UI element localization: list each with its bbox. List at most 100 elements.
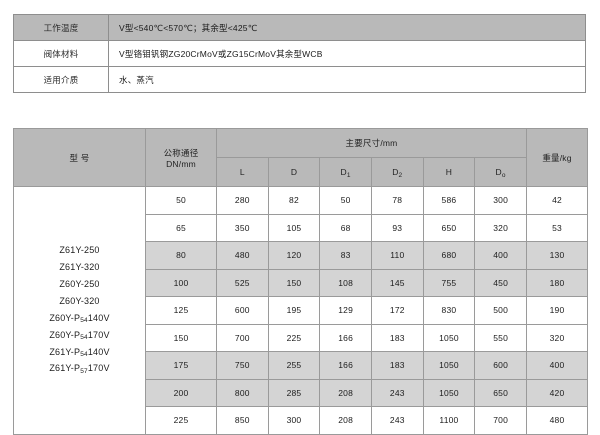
cell-D: 300 xyxy=(267,406,321,435)
cell-D1: 129 xyxy=(319,296,372,325)
cell-D2: 183 xyxy=(370,323,424,352)
cell-weight: 180 xyxy=(526,268,588,297)
dimension-table-body: Z61Y-250 Z61Y-320 Z60Y-250 Z60Y-320 Z60Y… xyxy=(13,186,588,435)
cell-D2: 183 xyxy=(370,351,424,380)
cell-D2: 78 xyxy=(370,186,424,215)
cell-L: 480 xyxy=(216,241,269,270)
dimension-header-row-sub: L D D1 D2 H Do xyxy=(14,157,588,187)
spec-row-applicable-medium: 适用介质 水、蒸汽 xyxy=(13,66,586,93)
cell-H: 1100 xyxy=(422,406,476,435)
model-name-list: Z61Y-250 Z61Y-320 Z60Y-250 Z60Y-320 Z60Y… xyxy=(14,245,145,375)
table-row: 150 700 225 166 183 1050 550 320 xyxy=(14,323,588,352)
header-model: 型 号 xyxy=(13,128,146,187)
cell-D2: 243 xyxy=(370,378,424,407)
cell-D2: 110 xyxy=(370,241,424,270)
specification-table-body: 工作温度 V型<540℃<570℃；其余型<425℃ 阀体材料 V型铬钼钒钢ZG… xyxy=(13,14,586,93)
cell-D2: 145 xyxy=(370,268,424,297)
header-dim-D1: D1 xyxy=(319,157,372,187)
cell-L: 525 xyxy=(216,268,269,297)
header-dim-L: L xyxy=(216,157,269,187)
cell-D: 255 xyxy=(267,351,321,380)
cell-L: 800 xyxy=(216,378,269,407)
cell-L: 700 xyxy=(216,323,269,352)
list-item: Z61Y-P57170V xyxy=(49,363,110,375)
cell-dn: 225 xyxy=(145,406,217,435)
cell-D: 285 xyxy=(267,378,321,407)
header-main-dimensions: 主要尺寸/mm xyxy=(216,128,527,158)
header-dim-H: H xyxy=(422,157,476,187)
cell-Do: 650 xyxy=(474,378,527,407)
cell-L: 600 xyxy=(216,296,269,325)
spec-row-working-temperature: 工作温度 V型<540℃<570℃；其余型<425℃ xyxy=(13,14,586,41)
cell-D: 120 xyxy=(267,241,321,270)
cell-L: 750 xyxy=(216,351,269,380)
cell-H: 586 xyxy=(422,186,476,215)
cell-D1: 50 xyxy=(319,186,372,215)
spec-label-working-temperature: 工作温度 xyxy=(13,14,109,41)
cell-Do: 320 xyxy=(474,213,527,242)
spec-label-body-material: 阀体材料 xyxy=(13,40,109,67)
cell-weight: 480 xyxy=(526,406,588,435)
cell-weight: 320 xyxy=(526,323,588,352)
cell-D1: 208 xyxy=(319,378,372,407)
cell-H: 1050 xyxy=(422,351,476,380)
model-name-cell: Z61Y-250 Z61Y-320 Z60Y-250 Z60Y-320 Z60Y… xyxy=(13,186,146,435)
list-item: Z61Y-P54140V xyxy=(49,346,110,359)
list-item: Z61Y-320 xyxy=(59,262,100,273)
header-dim-D2: D2 xyxy=(370,157,424,187)
cell-D: 105 xyxy=(267,213,321,242)
list-item: Z60Y-320 xyxy=(59,295,100,306)
specification-table: 工作温度 V型<540℃<570℃；其余型<425℃ 阀体材料 V型铬钼钒钢ZG… xyxy=(13,14,586,93)
cell-H: 1050 xyxy=(422,323,476,352)
table-row: 100 525 150 108 145 755 450 180 xyxy=(14,268,588,297)
dimension-table: 型 号 公称通径 DN/mm 主要尺寸/mm 重量/kg L D D1 D2 H… xyxy=(13,128,588,435)
cell-D: 195 xyxy=(267,296,321,325)
spec-value-applicable-medium: 水、蒸汽 xyxy=(108,66,586,93)
cell-H: 680 xyxy=(422,241,476,270)
cell-H: 650 xyxy=(422,213,476,242)
spec-sheet-page: 工作温度 V型<540℃<570℃；其余型<425℃ 阀体材料 V型铬钼钒钢ZG… xyxy=(13,14,588,435)
spec-value-body-material: V型铬钼钒钢ZG20CrMoV或ZG15CrMoV其余型WCB xyxy=(108,40,586,67)
header-dim-Do: Do xyxy=(474,157,527,187)
cell-dn: 65 xyxy=(145,213,217,242)
cell-dn: 100 xyxy=(145,268,217,297)
header-nominal-diameter-line1: 公称通径 xyxy=(163,147,199,158)
cell-Do: 400 xyxy=(474,241,527,270)
cell-D1: 68 xyxy=(319,213,372,242)
cell-D: 150 xyxy=(267,268,321,297)
cell-D1: 83 xyxy=(319,241,372,270)
header-dim-D: D xyxy=(267,157,321,187)
spec-row-body-material: 阀体材料 V型铬钼钒钢ZG20CrMoV或ZG15CrMoV其余型WCB xyxy=(13,40,586,67)
cell-D1: 166 xyxy=(319,323,372,352)
table-row: 65 350 105 68 93 650 320 53 xyxy=(14,213,588,242)
cell-dn: 200 xyxy=(145,378,217,407)
cell-H: 755 xyxy=(422,268,476,297)
dimension-header-row-top: 型 号 公称通径 DN/mm 主要尺寸/mm 重量/kg xyxy=(13,128,588,187)
cell-D2: 172 xyxy=(370,296,424,325)
cell-dn: 150 xyxy=(145,323,217,352)
cell-D1: 208 xyxy=(319,406,372,435)
table-row: 80 480 120 83 110 680 400 130 xyxy=(14,241,588,270)
spec-value-working-temperature: V型<540℃<570℃；其余型<425℃ xyxy=(108,14,586,41)
cell-dn: 50 xyxy=(145,186,217,215)
cell-weight: 53 xyxy=(526,213,588,242)
cell-weight: 420 xyxy=(526,378,588,407)
header-nominal-diameter: 公称通径 DN/mm xyxy=(145,128,217,187)
table-row: 175 750 255 166 183 1050 600 400 xyxy=(14,351,588,380)
cell-weight: 130 xyxy=(526,241,588,270)
cell-dn: 175 xyxy=(145,351,217,380)
list-item: Z60Y-250 xyxy=(59,278,100,289)
cell-D1: 166 xyxy=(319,351,372,380)
list-item: Z60Y-P54140V xyxy=(49,312,110,325)
cell-D: 225 xyxy=(267,323,321,352)
cell-L: 850 xyxy=(216,406,269,435)
header-nominal-diameter-line2: DN/mm xyxy=(166,158,196,169)
header-weight: 重量/kg xyxy=(526,128,588,187)
table-row: Z61Y-250 Z61Y-320 Z60Y-250 Z60Y-320 Z60Y… xyxy=(13,186,588,435)
cell-Do: 600 xyxy=(474,351,527,380)
cell-D: 82 xyxy=(267,186,321,215)
cell-dn: 80 xyxy=(145,241,217,270)
spec-label-applicable-medium: 适用介质 xyxy=(13,66,109,93)
cell-weight: 400 xyxy=(526,351,588,380)
cell-D2: 93 xyxy=(370,213,424,242)
